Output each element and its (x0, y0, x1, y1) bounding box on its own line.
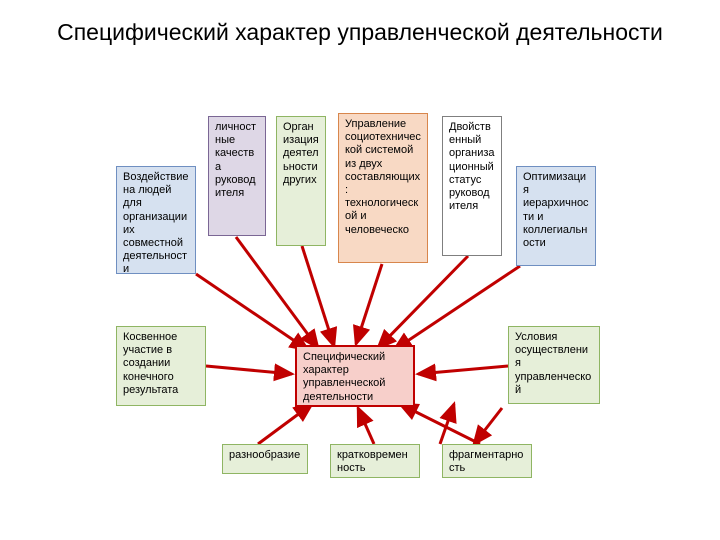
node-top_personal-label: личностные качества руководителя (215, 121, 256, 199)
arrow (400, 404, 480, 444)
node-top_socio-label: Управление социотехнической системой из … (345, 118, 421, 236)
arrow (358, 408, 374, 444)
arrow (418, 366, 508, 374)
node-bot_short: кратковременность (330, 444, 420, 478)
node-mid_left-label: Косвенное участие в создании конечного р… (123, 331, 178, 396)
node-mid_left: Косвенное участие в создании конечного р… (116, 326, 206, 406)
arrow (474, 408, 502, 444)
node-top_dual: Двойственный организационный статус руко… (442, 116, 502, 256)
node-mid_right: Условия осуществления управленческой (508, 326, 600, 404)
node-top_impact: Воздействие на людей для организации их … (116, 166, 196, 274)
node-top_organize-label: Организация деятельности других (283, 121, 319, 186)
node-top_optim-label: Оптимизация иерархичности и коллегиально… (523, 171, 589, 249)
node-top_optim: Оптимизация иерархичности и коллегиально… (516, 166, 596, 266)
node-top_organize: Организация деятельности других (276, 116, 326, 246)
arrow (258, 404, 312, 444)
arrow (394, 266, 520, 350)
node-top_socio: Управление социотехнической системой из … (338, 113, 428, 263)
node-top_personal: личностные качества руководителя (208, 116, 266, 236)
node-top_dual-label: Двойственный организационный статус руко… (449, 121, 495, 212)
node-top_impact-label: Воздействие на людей для организации их … (123, 171, 188, 275)
node-bot_frag: фрагментарность (442, 444, 532, 478)
node-bot_diverse: разнообразие (222, 444, 308, 474)
node-bot_frag-label: фрагментарность (449, 449, 523, 474)
node-bot_diverse-label: разнообразие (229, 449, 300, 461)
node-mid_right-label: Условия осуществления управленческой (515, 331, 591, 396)
node-center: Специфический характер управленческой де… (295, 345, 415, 407)
arrow (356, 264, 382, 344)
node-center-label: Специфический характер управленческой де… (303, 351, 385, 403)
node-bot_short-label: кратковременность (337, 449, 408, 474)
arrow (378, 256, 468, 348)
arrow (206, 366, 292, 374)
